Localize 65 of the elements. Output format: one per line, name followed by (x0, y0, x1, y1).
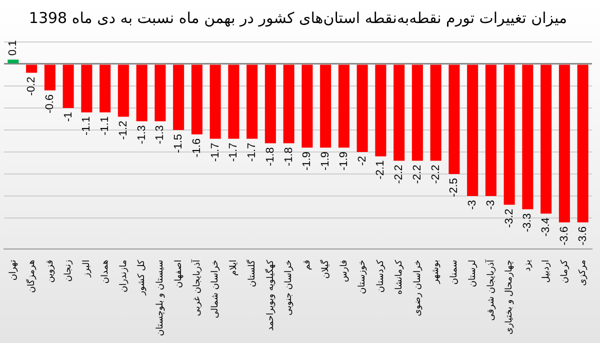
data-label: -1.7 (228, 142, 240, 162)
x-tick-label: هرمزگان (24, 260, 37, 293)
x-tick-label: تهران (8, 259, 19, 281)
data-label: -1.1 (99, 116, 112, 136)
data-label: -0.2 (26, 76, 38, 96)
x-tick-label: البرز (82, 260, 92, 278)
data-label: -3.3 (522, 213, 534, 232)
x-tick-label: کرمانشاه (394, 259, 404, 295)
data-label: -0.6 (44, 94, 56, 114)
x-tick-label: کردستان (376, 259, 386, 293)
x-tick-label: یزد (523, 259, 534, 272)
x-tick-label: لرستان (468, 260, 478, 288)
data-label: -3.6 (576, 226, 589, 246)
x-tick-label: سیستان و بلوچستان (156, 260, 166, 336)
data-label: -1.9 (301, 152, 314, 171)
data-label: -3 (466, 200, 479, 210)
data-label: -1 (62, 112, 74, 122)
x-tick-label: قم (302, 260, 313, 270)
x-tick-label: خراسان رضوی (412, 260, 423, 316)
data-label: -1.8 (264, 147, 276, 166)
x-tick-label: سمنان (450, 260, 460, 285)
data-label: -1.5 (172, 134, 185, 153)
data-label: -2.1 (374, 160, 387, 180)
data-label: -2.2 (430, 164, 442, 184)
data-label: -3.6 (558, 226, 570, 246)
x-tick-label: کرمان (560, 259, 570, 284)
x-tick-label: کهگیلویه وبویراحمد (264, 259, 276, 331)
data-label: -1.9 (320, 152, 332, 171)
data-label: -3.4 (540, 218, 552, 237)
data-label: -3 (484, 200, 497, 210)
x-tick-label: ایلام (229, 260, 240, 276)
x-tick-label: مرکزی (578, 260, 588, 286)
chart-title: میزان تغییرات تورم نقطه‌به‌نقطه استان‌های کشور در بهمن ماه نسبت به دی ماه 1398 (28, 8, 568, 27)
x-tick-label: فارس (339, 260, 350, 282)
data-label: -1.1 (80, 116, 93, 136)
data-label: -1.3 (154, 125, 166, 144)
x-tick-label: اصفهان (174, 260, 184, 288)
x-tick-label: خراسان جنوبی (284, 260, 294, 316)
x-tick-label: گیلان (318, 259, 331, 279)
x-tick-label: خراسان شمالی (210, 260, 221, 318)
x-tick-label: مازندران (118, 260, 129, 292)
data-label: -1.8 (282, 147, 295, 166)
x-tick-label: آذربایجان غربی (190, 259, 202, 316)
x-tick-label: گلستان (245, 259, 258, 288)
data-label: -1.3 (136, 125, 148, 144)
data-label: -1.9 (338, 152, 350, 171)
x-tick-label: همدان (100, 260, 110, 284)
x-tick-label: اردبیل (541, 260, 552, 283)
data-label: -1.7 (246, 142, 258, 162)
x-tick-label: خوزستان (358, 260, 368, 294)
data-label: -2.2 (411, 164, 424, 184)
x-tick-label: زنجان (64, 260, 74, 282)
x-tick-label: آذربایجان شرقی (484, 259, 496, 321)
data-label: -1.2 (117, 120, 130, 140)
data-label: -1.6 (190, 138, 203, 158)
x-tick-label: قزوین (45, 260, 56, 283)
data-label: -2 (356, 156, 368, 166)
x-tick-label: کل کشور (137, 259, 148, 296)
x-tick-label: چهارمحال و بختیاری (504, 260, 515, 334)
data-label: -2.2 (393, 164, 406, 184)
data-label: -1.7 (209, 142, 222, 162)
data-label: 0.1 (7, 40, 20, 56)
x-tick-label: بوشهر (431, 260, 442, 285)
data-label: -2.5 (448, 178, 460, 197)
data-label: -3.2 (503, 208, 516, 228)
